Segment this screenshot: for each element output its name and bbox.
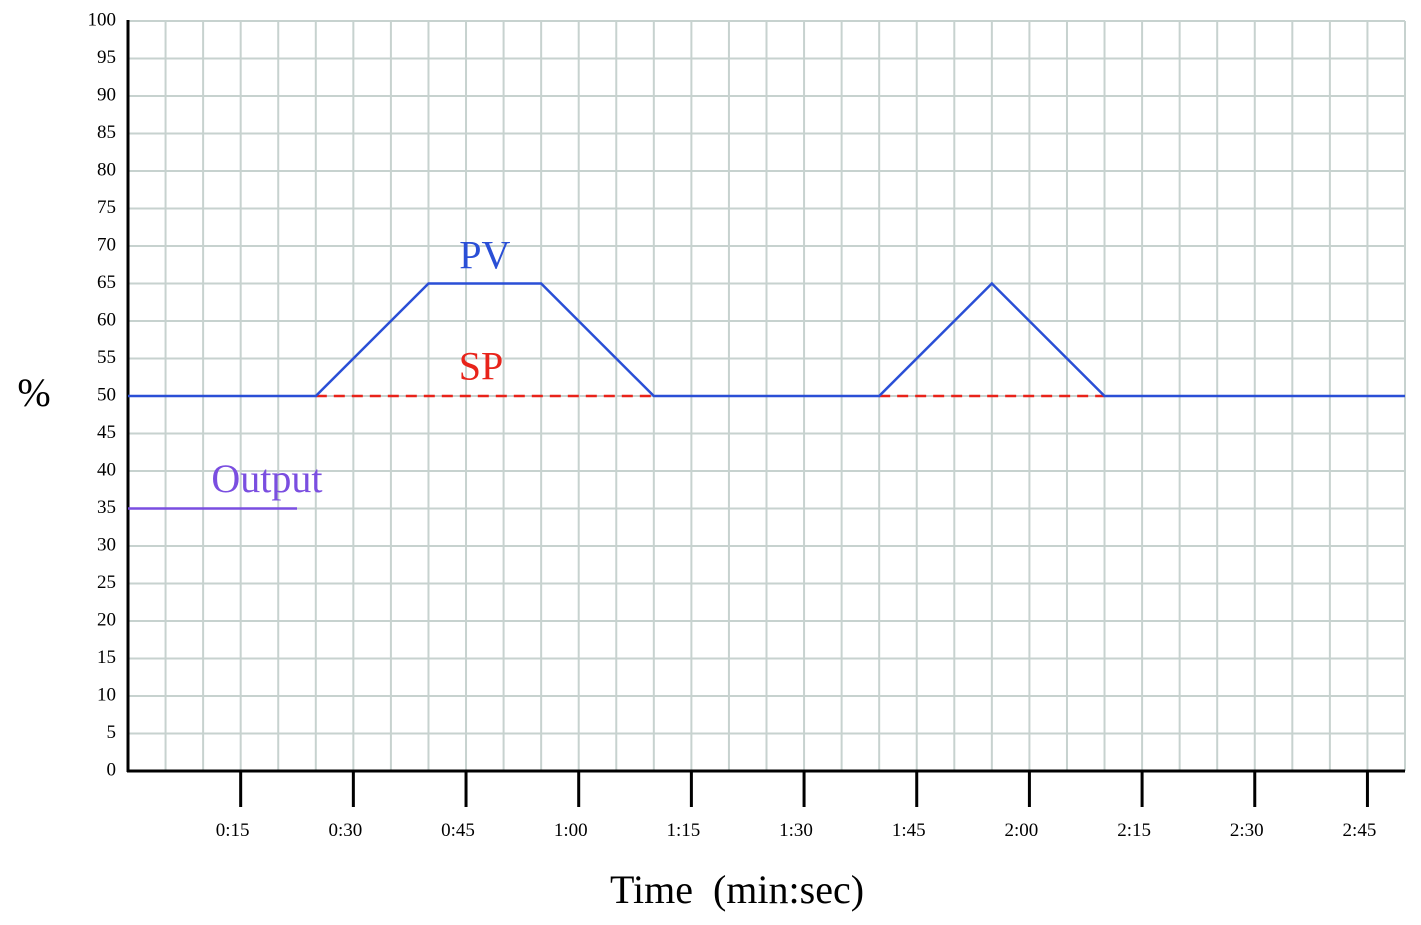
x-tick-label: 0:45	[441, 820, 475, 841]
series-label-sp: SP	[459, 344, 504, 389]
series-lines	[128, 281, 1405, 510]
x-tick-label: 1:45	[892, 820, 926, 841]
y-tick-label: 40	[97, 459, 116, 480]
x-tick-label: 1:15	[666, 820, 700, 841]
x-tick-label: 2:45	[1343, 820, 1377, 841]
y-tick-label: 50	[97, 384, 116, 405]
y-tick-label: 55	[97, 347, 116, 368]
x-tick-label: 2:15	[1117, 820, 1151, 841]
x-tick-label: 0:30	[328, 820, 362, 841]
y-axis-title: %	[17, 370, 50, 415]
x-tick-label: 2:00	[1005, 820, 1039, 841]
y-tick-label: 20	[97, 609, 116, 630]
grid	[128, 20, 1406, 771]
y-tick-label: 45	[97, 422, 116, 443]
x-axis-ticks: 0:15 0:30 0:45 1:00 1:15 1:30 1:45 2:00 2:15 2:30…	[216, 771, 1377, 841]
y-tick-label: 15	[97, 647, 116, 668]
x-tick-label: 2:30	[1230, 820, 1264, 841]
y-tick-label: 75	[97, 197, 116, 218]
x-tick-label: 1:00	[554, 820, 588, 841]
y-tick-label: 95	[97, 47, 116, 68]
y-tick-label: 85	[97, 122, 116, 143]
y-tick-label: 5	[107, 722, 117, 743]
y-axis-ticks: 0 5 10 15 20 25 30 35 40 45 50 55 60 65 70 75 80 85 90 95 10…	[88, 9, 117, 780]
y-tick-label: 35	[97, 497, 116, 518]
y-tick-label: 60	[97, 309, 116, 330]
y-tick-label: 90	[97, 84, 116, 105]
y-tick-label: 10	[97, 684, 116, 705]
series-line-pv	[128, 281, 1405, 398]
y-tick-label: 0	[107, 759, 117, 780]
x-tick-label: 0:15	[216, 820, 250, 841]
series-labels: PV SP Output	[211, 233, 510, 502]
y-tick-label: 100	[88, 9, 117, 30]
y-tick-label: 25	[97, 572, 116, 593]
y-tick-label: 70	[97, 234, 116, 255]
y-tick-label: 80	[97, 159, 116, 180]
x-tick-label: 1:30	[779, 820, 813, 841]
x-axis-title: Time (min:sec)	[610, 867, 864, 912]
series-label-output: Output	[211, 456, 322, 501]
y-tick-label: 30	[97, 534, 116, 555]
series-label-pv: PV	[459, 233, 510, 278]
y-tick-label: 65	[97, 272, 116, 293]
